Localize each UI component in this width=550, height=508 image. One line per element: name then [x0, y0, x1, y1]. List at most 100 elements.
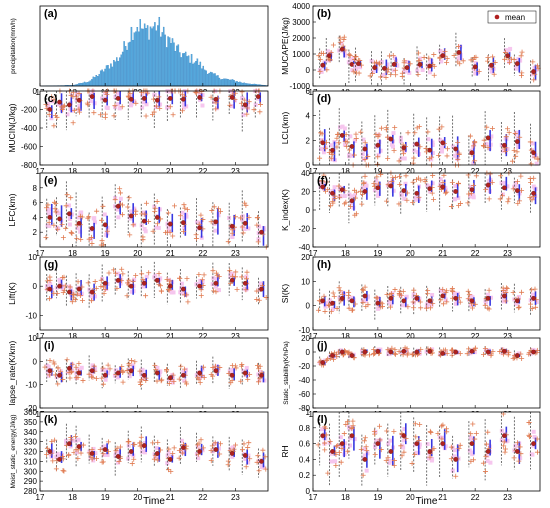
- sample-marker: [200, 217, 206, 223]
- sample-marker: [389, 179, 395, 185]
- pink-marker: [47, 211, 52, 216]
- mean-marker: [66, 289, 72, 295]
- pink-marker: [228, 274, 233, 279]
- sample-marker: [353, 131, 359, 137]
- sample-marker: [225, 239, 231, 245]
- sample-marker: [511, 147, 517, 153]
- sample-marker: [165, 210, 171, 216]
- sample-marker: [91, 110, 97, 116]
- sample-marker: [139, 377, 145, 383]
- pink-marker: [364, 468, 369, 473]
- sample-marker: [111, 267, 117, 273]
- pink-marker: [399, 350, 404, 355]
- mean-marker: [115, 370, 121, 376]
- sample-marker: [126, 277, 132, 283]
- pink-marker: [342, 126, 347, 131]
- sample-marker: [238, 215, 244, 221]
- pink-marker: [127, 367, 132, 372]
- mean-marker: [349, 144, 355, 149]
- sample-marker: [209, 207, 215, 213]
- sample-marker: [346, 349, 352, 355]
- sample-marker: [255, 453, 261, 459]
- x-tick-label: 23: [231, 493, 240, 502]
- pink-marker: [67, 203, 72, 208]
- sample-marker: [164, 276, 170, 282]
- pink-marker: [451, 144, 456, 149]
- mean-marker: [167, 283, 173, 289]
- sample-marker: [105, 439, 111, 445]
- sample-marker: [211, 288, 217, 294]
- precip-bar: [190, 54, 193, 87]
- precip-bar: [114, 61, 117, 87]
- sample-marker: [100, 203, 106, 209]
- y-tick-label: 10: [28, 334, 37, 343]
- pink-marker: [499, 143, 504, 148]
- sample-marker: [372, 431, 378, 437]
- sample-marker: [90, 374, 96, 380]
- pink-marker: [92, 220, 97, 225]
- pink-marker: [257, 224, 262, 229]
- pink-marker: [46, 373, 51, 378]
- sample-marker: [360, 192, 366, 198]
- sample-marker: [100, 365, 106, 371]
- sample-marker: [254, 296, 260, 302]
- x-tick-label: 22: [471, 493, 480, 502]
- pink-marker: [105, 452, 110, 457]
- x-tick-label: 19: [373, 249, 382, 258]
- sample-marker: [325, 302, 331, 308]
- sample-marker: [47, 274, 53, 280]
- sample-marker: [98, 277, 104, 283]
- y-tick-label: 3000: [292, 18, 310, 27]
- sample-marker: [418, 305, 424, 311]
- pink-marker: [415, 150, 420, 155]
- mean-marker: [401, 188, 407, 193]
- pink-marker: [372, 188, 377, 193]
- sample-marker: [398, 443, 404, 449]
- pink-marker: [115, 91, 120, 96]
- sample-marker: [455, 59, 461, 65]
- y-tick-label: -20: [298, 225, 310, 234]
- pink-marker: [70, 289, 75, 294]
- sample-marker: [449, 352, 455, 358]
- sample-marker: [233, 214, 239, 220]
- pink-marker: [211, 276, 216, 281]
- sample-marker: [410, 199, 416, 205]
- sample-marker: [59, 222, 65, 228]
- precip-bar: [111, 66, 114, 87]
- sample-marker: [404, 352, 410, 358]
- pink-marker: [167, 229, 172, 234]
- mean-marker: [469, 441, 475, 446]
- sample-marker: [199, 277, 205, 283]
- sample-marker: [409, 460, 415, 466]
- sample-marker: [379, 301, 385, 307]
- precip-bar: [85, 82, 87, 87]
- pink-marker: [228, 271, 233, 276]
- sample-marker: [325, 470, 331, 476]
- pink-marker: [142, 441, 147, 446]
- sample-marker: [119, 266, 125, 272]
- y-tick-label: -200: [21, 106, 38, 115]
- sample-marker: [501, 439, 507, 445]
- sample-marker: [328, 155, 334, 161]
- sample-marker: [80, 378, 86, 384]
- sample-marker: [166, 381, 172, 387]
- sample-marker: [256, 366, 262, 372]
- x-tick-label: 17: [36, 167, 45, 176]
- sample-marker: [450, 347, 456, 353]
- pink-marker: [452, 293, 457, 298]
- sample-marker: [344, 143, 350, 149]
- sample-marker: [519, 289, 525, 295]
- mean-marker: [255, 94, 261, 99]
- sample-marker: [448, 456, 454, 462]
- sample-marker: [168, 469, 174, 475]
- sample-marker: [509, 158, 515, 164]
- pink-marker: [340, 124, 345, 129]
- sample-marker: [331, 356, 337, 362]
- precip-bar: [113, 60, 115, 87]
- y-tick-label: 6: [33, 199, 38, 208]
- y-tick-label: 0.4: [299, 455, 311, 464]
- sample-marker: [404, 197, 410, 203]
- mean-marker: [47, 368, 53, 374]
- sample-marker: [132, 359, 138, 365]
